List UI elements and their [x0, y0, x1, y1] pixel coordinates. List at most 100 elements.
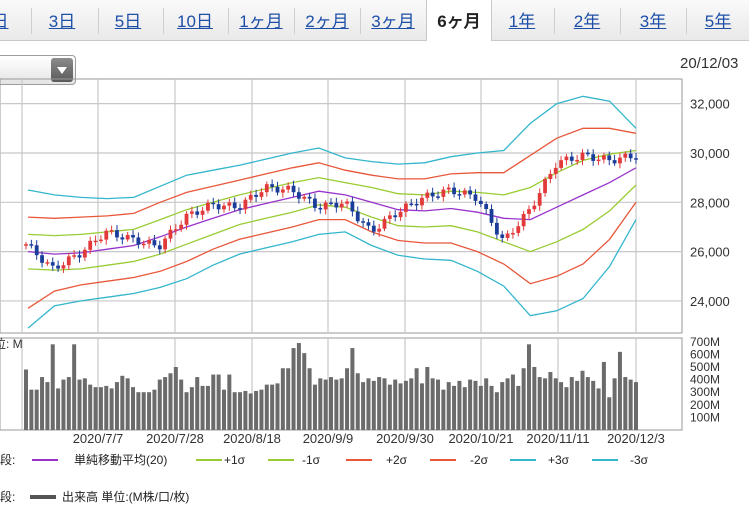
- candle-body: [473, 194, 478, 201]
- tab-7[interactable]: 3ヶ月: [371, 12, 415, 31]
- volume-bar: [446, 382, 451, 430]
- volume-bar: [259, 389, 264, 430]
- tab-separator: [294, 8, 295, 34]
- volume-bar: [409, 378, 414, 430]
- tab-9[interactable]: 1年: [508, 12, 536, 31]
- price-chart: 24,000 26,000 28,000 30,000 32,000 100M200M3…: [0, 78, 730, 446]
- candle-body: [93, 240, 98, 243]
- x-tick-label: 2020/10/21: [448, 431, 513, 446]
- tab-3[interactable]: 5日: [114, 12, 142, 31]
- tab-11[interactable]: 3年: [639, 12, 667, 31]
- candle-body: [40, 255, 44, 263]
- volume-bar: [34, 389, 39, 430]
- tab-5[interactable]: 1ヶ月: [239, 12, 283, 31]
- tab-8[interactable]: 6ヶ月: [426, 0, 492, 41]
- volume-bar: [286, 368, 291, 430]
- volume-bar: [612, 378, 617, 430]
- series-line--1σ: [27, 184, 637, 271]
- candle-body: [345, 201, 349, 204]
- chart-type-dropdown[interactable]: [0, 55, 76, 85]
- tab-6[interactable]: 2ヶ月: [305, 12, 349, 31]
- candle-body: [66, 256, 71, 266]
- volume-bar: [173, 366, 178, 430]
- volume-bar: [371, 380, 376, 430]
- volume-bar: [537, 377, 542, 430]
- tab-12[interactable]: 5年: [704, 12, 732, 31]
- volume-bar: [29, 389, 34, 430]
- price-tick-label: 24,000: [690, 294, 730, 309]
- volume-bar: [296, 343, 301, 430]
- legend-swatch-2: [196, 459, 222, 461]
- candle-body: [120, 237, 125, 240]
- candle-body: [24, 244, 28, 246]
- candle-body: [184, 213, 189, 225]
- volume-bar: [312, 384, 317, 430]
- volume-bar: [221, 389, 226, 430]
- volume-bar: [457, 380, 462, 430]
- volume-bar: [366, 378, 371, 430]
- candle-body: [532, 205, 537, 210]
- volume-bar: [114, 382, 119, 430]
- chevron-down-icon[interactable]: [51, 58, 73, 82]
- tab-2[interactable]: 3日: [48, 12, 76, 31]
- candle-body: [404, 203, 408, 212]
- tab-10[interactable]: 2年: [573, 12, 601, 31]
- volume-bar: [617, 351, 622, 430]
- candle-body: [302, 196, 307, 199]
- candle-body: [371, 225, 376, 232]
- candle-body: [387, 215, 392, 219]
- candle-body: [147, 240, 151, 244]
- volume-bar: [494, 392, 499, 430]
- candle-body: [173, 229, 178, 231]
- volume-bar: [195, 377, 200, 430]
- candle-body: [414, 203, 419, 206]
- tab-4[interactable]: 10日: [177, 12, 213, 31]
- candle-body: [564, 156, 569, 161]
- candle-body: [329, 202, 333, 205]
- candle-body: [216, 204, 221, 210]
- volume-bar: [393, 379, 398, 430]
- volume-bar: [98, 387, 103, 430]
- volume-tick-label: 100M: [690, 410, 720, 424]
- price-tick-label: 26,000: [690, 245, 730, 260]
- series-line-単純移動平均(20): [27, 167, 637, 255]
- candle-body: [243, 199, 248, 210]
- series-line-+2σ: [27, 127, 637, 219]
- volume-unit-label: 位: M: [0, 336, 23, 351]
- volume-bar: [120, 375, 125, 430]
- candle-body: [350, 201, 355, 212]
- candle-body: [462, 190, 467, 195]
- volume-bar: [355, 373, 360, 430]
- legend-volume-swatch: [30, 495, 56, 499]
- volume-bar: [414, 368, 419, 430]
- candle-body: [591, 154, 596, 161]
- volume-bar: [564, 387, 569, 430]
- volume-bar: [478, 385, 483, 430]
- candle-body: [286, 185, 291, 190]
- volume-bar: [323, 379, 328, 430]
- volume-tick-label: 300M: [690, 385, 720, 399]
- volume-bar: [248, 393, 253, 430]
- candle-body: [575, 159, 580, 162]
- candle-body: [99, 239, 103, 242]
- volume-bar: [580, 370, 585, 430]
- candle-body: [189, 211, 194, 214]
- candle-body: [446, 187, 451, 190]
- volume-bar: [430, 378, 435, 430]
- candle-body: [34, 245, 39, 256]
- volume-bar: [24, 369, 28, 430]
- volume-bar: [232, 392, 237, 430]
- tab-1[interactable]: 日: [0, 0, 20, 40]
- candle-body: [612, 160, 617, 164]
- volume-bar: [104, 385, 109, 430]
- candle-body: [168, 229, 173, 239]
- volume-bar: [318, 378, 323, 430]
- volume-bar: [361, 382, 366, 430]
- volume-bar: [125, 378, 130, 430]
- legend-label-2: +1σ: [224, 453, 246, 467]
- candle-body: [248, 194, 253, 200]
- legend-swatch-7: [592, 459, 618, 461]
- candle-body: [179, 224, 184, 230]
- candle-body: [361, 221, 366, 223]
- candle-body: [559, 160, 563, 168]
